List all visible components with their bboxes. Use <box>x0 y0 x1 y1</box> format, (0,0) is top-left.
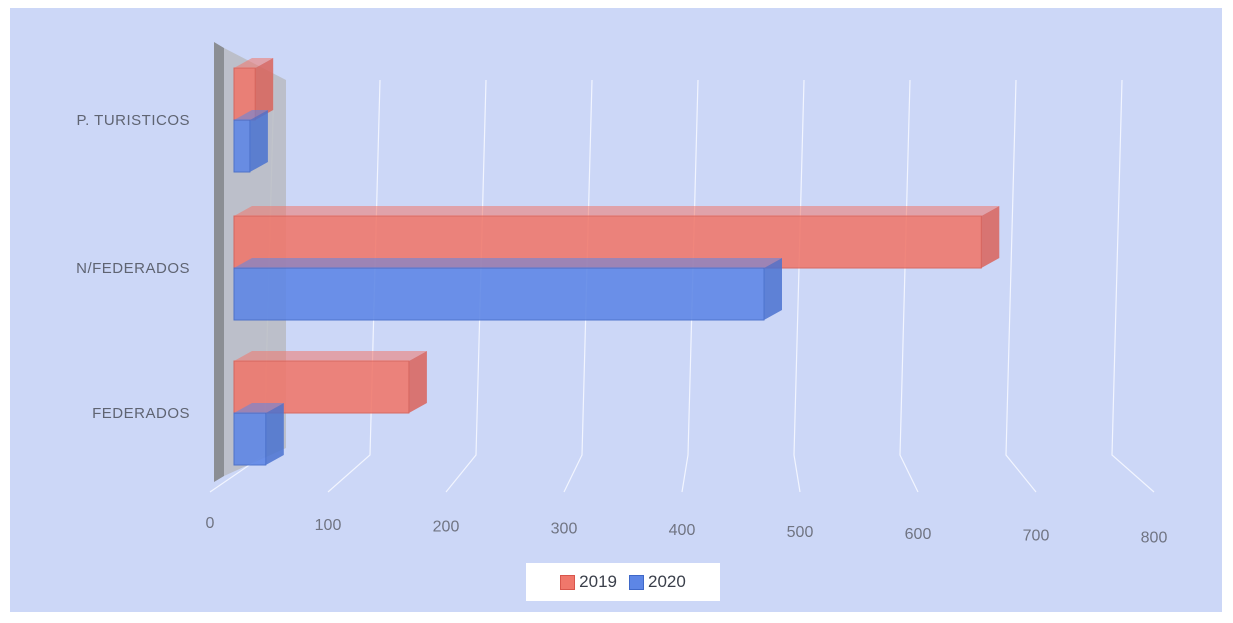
legend-swatch-2019 <box>560 574 576 590</box>
tick-label: 0 <box>206 515 215 532</box>
bars <box>233 58 1000 466</box>
gridline <box>445 79 487 493</box>
gridline <box>327 79 381 493</box>
axis-wall-edge <box>214 42 224 482</box>
tick-label: 700 <box>1023 528 1050 545</box>
tick-label: 500 <box>787 524 814 541</box>
chart-area: P. TURISTICOS N/FEDERADOS FEDERADOS 0 100 20… <box>10 8 1222 612</box>
bar-2020-2-face <box>233 412 267 466</box>
tick-label: 600 <box>905 526 932 543</box>
bar-2020-0 <box>233 110 268 173</box>
bar-2019-0-side <box>255 58 274 120</box>
gridline <box>899 79 919 493</box>
tick-label: 100 <box>315 517 342 534</box>
bar-2020-0-side <box>249 110 268 172</box>
bar-2020-1-face <box>233 267 765 321</box>
bar-2020-2 <box>233 403 284 466</box>
category-label: N/FEDERADOS <box>76 260 190 277</box>
gridline <box>681 79 699 493</box>
bar-2019-0 <box>233 58 274 121</box>
bar-2020-0-top <box>234 110 268 120</box>
tick-label: 400 <box>669 522 696 539</box>
gridline <box>563 79 593 493</box>
tick-label: 800 <box>1141 529 1168 546</box>
bar-2019-2-top <box>234 351 427 361</box>
gridline <box>1111 79 1155 493</box>
gridlines <box>209 79 1155 493</box>
bar-2019-2-side <box>408 351 427 413</box>
bar-2019-1 <box>233 206 1000 269</box>
gridline <box>1005 79 1037 493</box>
legend-item-2019: 2019 <box>560 572 617 592</box>
category-label: P. TURISTICOS <box>77 112 190 129</box>
bar-2020-1-top <box>234 258 782 268</box>
gridline <box>793 79 805 493</box>
tick-label: 300 <box>551 520 578 537</box>
bar-2019-1-side <box>981 206 1000 268</box>
category-label: FEDERADOS <box>92 405 190 422</box>
bar-2020-1-side <box>764 258 782 320</box>
legend: 2019 2020 <box>526 563 720 601</box>
tick-label: 200 <box>433 519 460 536</box>
bar-2020-0-face <box>233 119 251 173</box>
bar-chart: P. TURISTICOS N/FEDERADOS FEDERADOS 0 100 20… <box>76 42 1168 546</box>
legend-label-2019: 2019 <box>579 572 617 591</box>
legend-label-2020: 2020 <box>648 572 686 591</box>
legend-swatch-2020 <box>629 574 644 590</box>
category-labels: P. TURISTICOS N/FEDERADOS FEDERADOS <box>76 112 190 422</box>
bar-2020-2-side <box>265 403 284 465</box>
tick-labels: 0 100 200 300 400 500 600 700 800 <box>206 515 1168 546</box>
bar-2019-1-top <box>234 206 1000 216</box>
bar-2020-2-top <box>234 403 284 413</box>
legend-item-2020: 2020 <box>629 572 686 592</box>
bar-2019-0-top <box>234 58 274 68</box>
bar-2020-1 <box>233 258 782 321</box>
